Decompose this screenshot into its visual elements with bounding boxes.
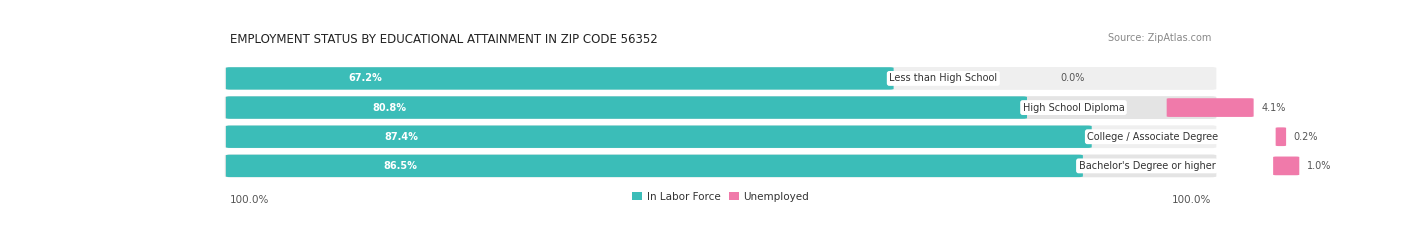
FancyBboxPatch shape	[225, 67, 1216, 90]
FancyBboxPatch shape	[225, 154, 1216, 177]
FancyBboxPatch shape	[226, 155, 1083, 177]
FancyBboxPatch shape	[1275, 127, 1286, 146]
Text: 4.1%: 4.1%	[1261, 103, 1285, 113]
Text: 87.4%: 87.4%	[384, 132, 419, 142]
Text: EMPLOYMENT STATUS BY EDUCATIONAL ATTAINMENT IN ZIP CODE 56352: EMPLOYMENT STATUS BY EDUCATIONAL ATTAINM…	[231, 33, 658, 46]
FancyBboxPatch shape	[226, 96, 1026, 119]
FancyBboxPatch shape	[225, 96, 1216, 119]
Text: 0.0%: 0.0%	[1060, 73, 1084, 83]
Text: 80.8%: 80.8%	[373, 103, 406, 113]
Text: High School Diploma: High School Diploma	[1022, 103, 1125, 113]
Text: 100.0%: 100.0%	[1171, 195, 1211, 205]
Text: Bachelor's Degree or higher: Bachelor's Degree or higher	[1078, 161, 1215, 171]
Text: Source: ZipAtlas.com: Source: ZipAtlas.com	[1108, 33, 1211, 43]
Text: 100.0%: 100.0%	[231, 195, 270, 205]
FancyBboxPatch shape	[226, 126, 1091, 148]
FancyBboxPatch shape	[225, 125, 1216, 148]
Legend: In Labor Force, Unemployed: In Labor Force, Unemployed	[628, 187, 813, 206]
Text: Less than High School: Less than High School	[889, 73, 997, 83]
Text: College / Associate Degree: College / Associate Degree	[1087, 132, 1219, 142]
FancyBboxPatch shape	[226, 67, 894, 90]
FancyBboxPatch shape	[1167, 98, 1254, 117]
FancyBboxPatch shape	[1274, 157, 1299, 175]
Text: 86.5%: 86.5%	[382, 161, 416, 171]
Text: 67.2%: 67.2%	[349, 73, 382, 83]
Text: 1.0%: 1.0%	[1308, 161, 1331, 171]
Text: 0.2%: 0.2%	[1294, 132, 1319, 142]
